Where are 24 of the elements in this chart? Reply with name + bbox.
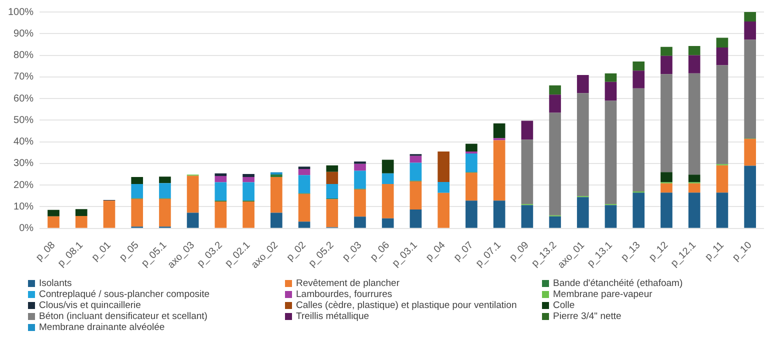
legend-label: Isolants (39, 278, 72, 289)
y-tick-label: 100% (8, 6, 34, 18)
legend-label: Bande d'étanchéité (ethafoam) (553, 278, 683, 289)
y-tick-label: 80% (14, 50, 34, 62)
legend-label: Clous/vis et quincaillerie (39, 300, 141, 311)
legend-label: Revêtement de plancher (296, 278, 400, 289)
legend-label: Béton (incluant densificateur et scellant) (39, 311, 208, 322)
legend-label: Colle (553, 300, 575, 311)
y-tick-label: 50% (14, 114, 34, 126)
y-tick-label: 10% (14, 201, 34, 212)
y-tick-label: 70% (14, 72, 34, 83)
y-tick-label: 30% (14, 158, 34, 170)
y-tick-label: 60% (14, 93, 34, 104)
legend-label: Lambourdes, fourrures (296, 289, 392, 300)
legend-label: Calles (cèdre, plastique) et plastique pour ventilation (296, 300, 517, 311)
legend-label: Membrane drainante alvéolée (39, 322, 165, 333)
y-tick-label: 40% (14, 136, 34, 148)
legend-label: Treillis métallique (296, 311, 370, 322)
legend-label: Contreplaqué / sous-plancher composite (39, 289, 210, 300)
y-tick-label: 20% (14, 180, 34, 191)
legend-label: Membrane pare-vapeur (553, 289, 652, 300)
y-tick-label: 90% (14, 28, 34, 40)
legend-label: Pierre 3/4" nette (553, 311, 622, 322)
y-tick-label: 0% (19, 223, 34, 234)
